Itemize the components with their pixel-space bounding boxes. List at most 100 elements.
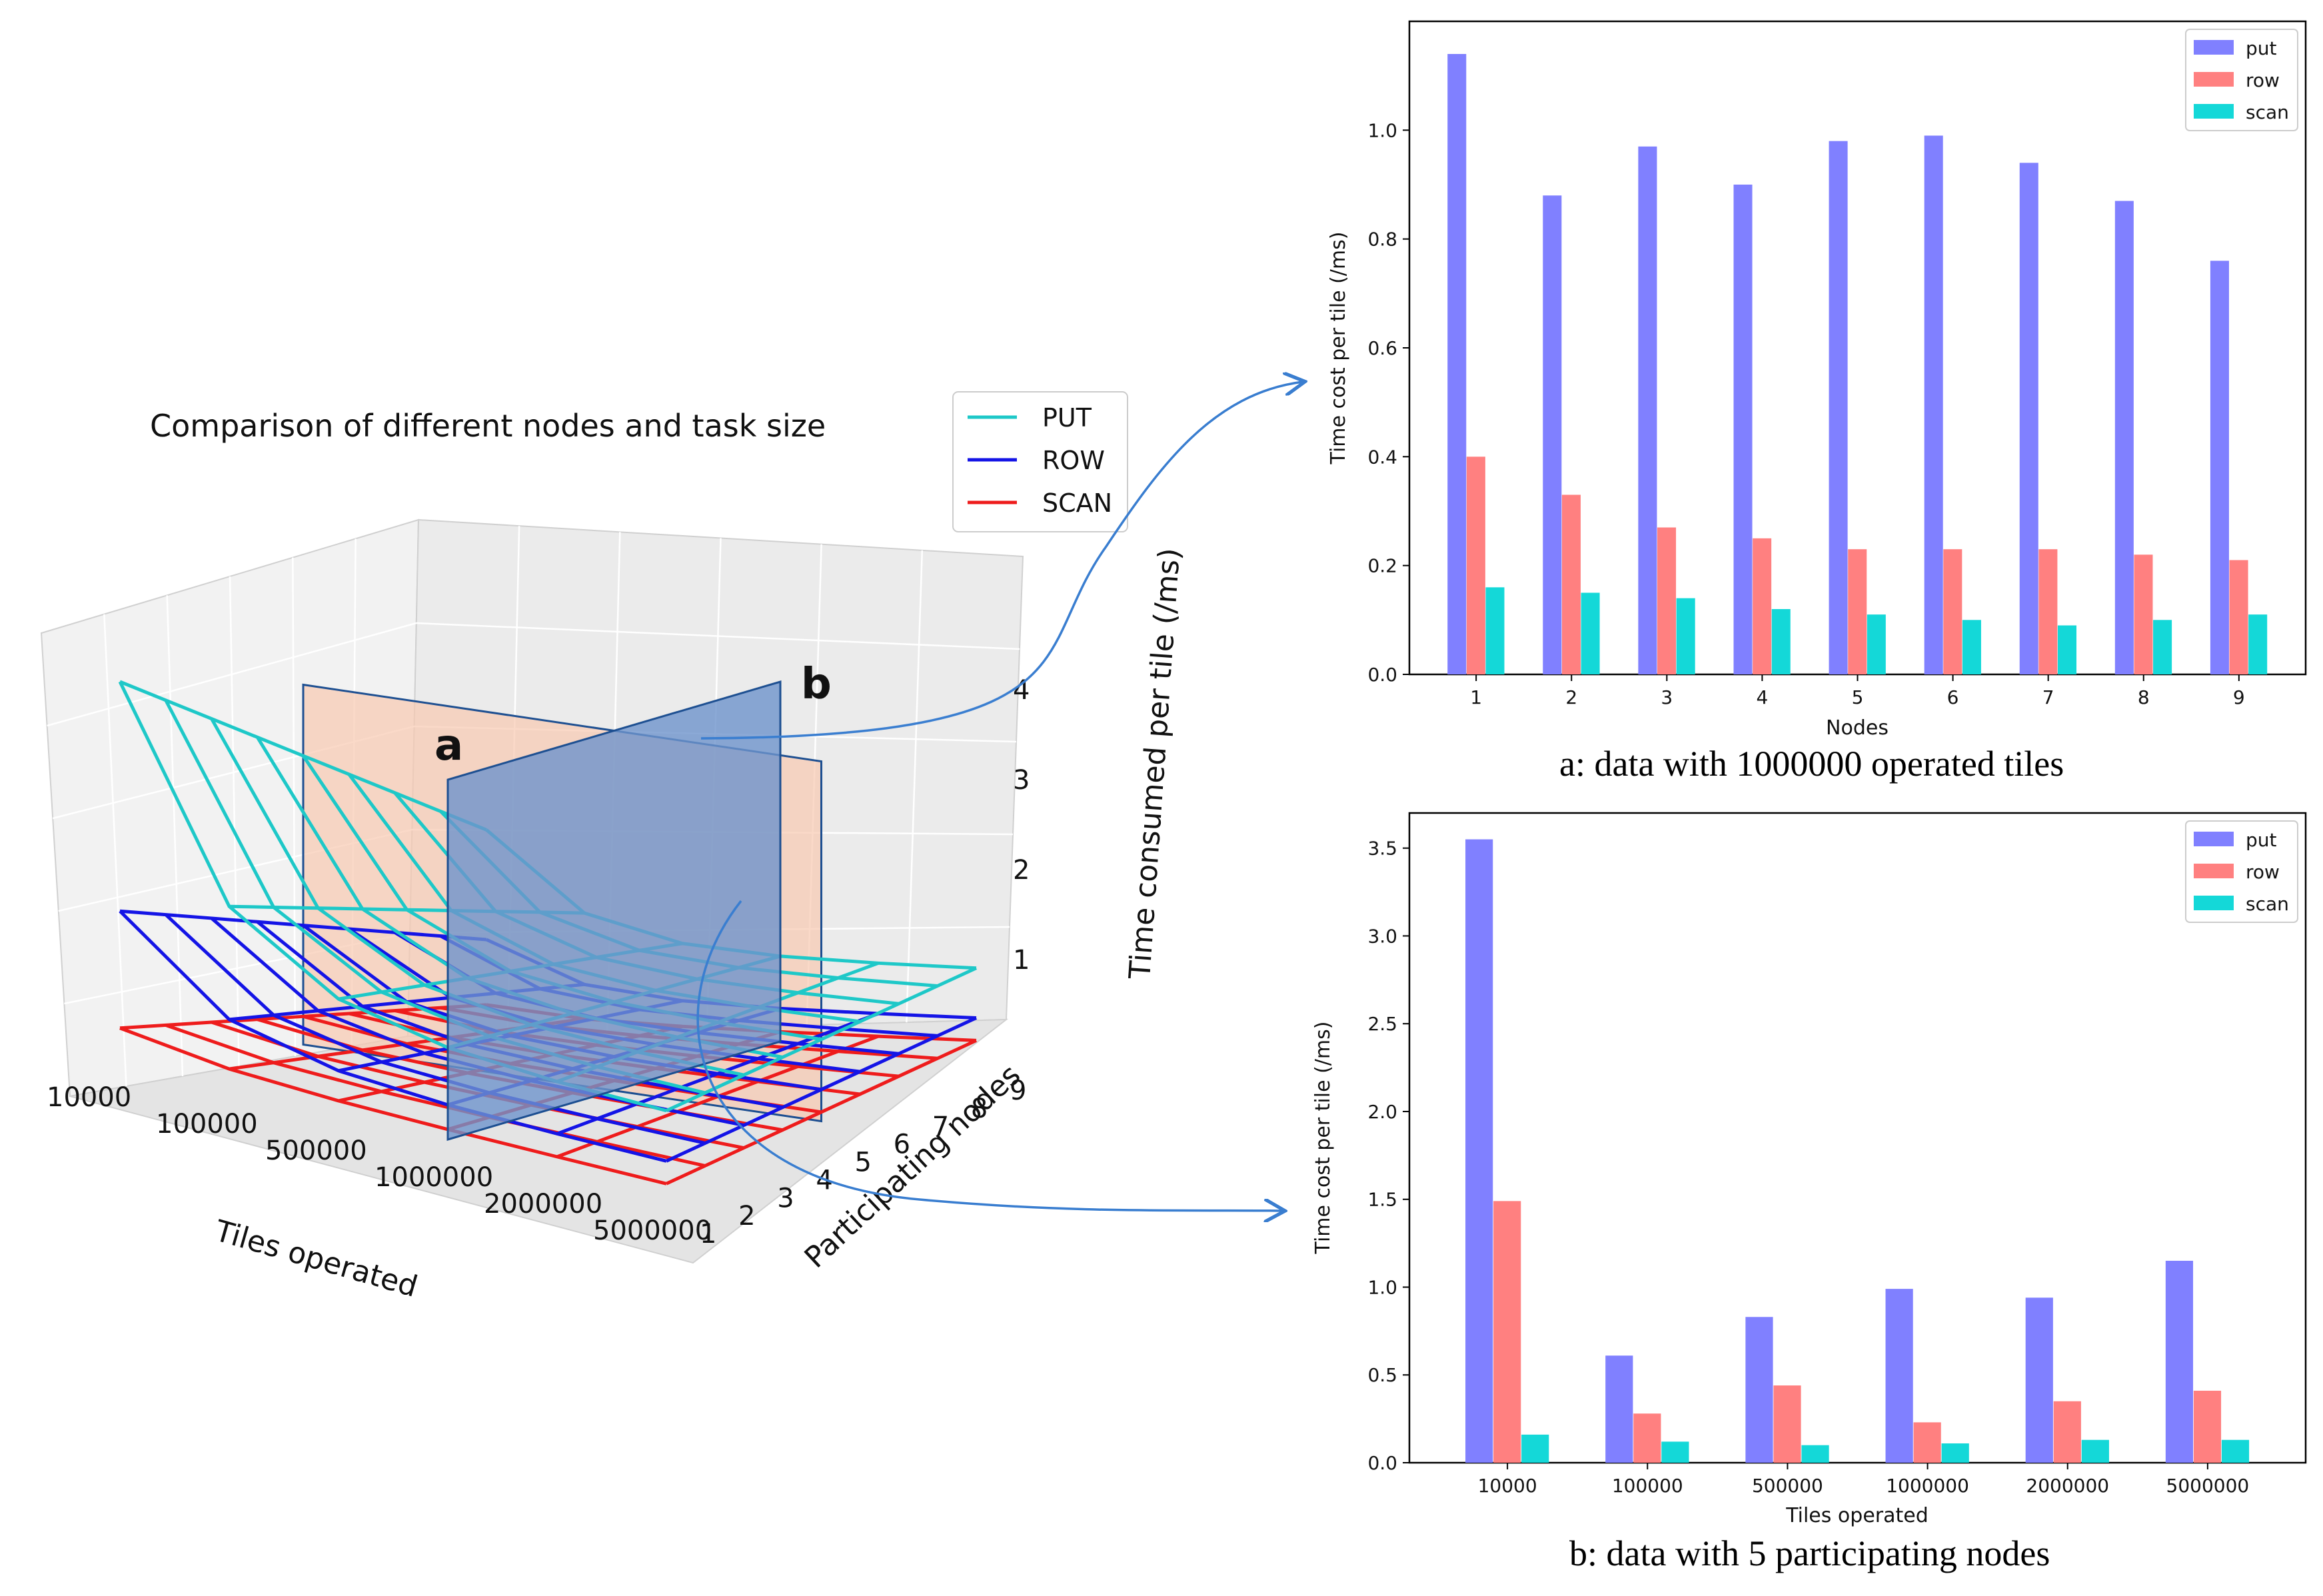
chart3d-legend: PUT ROW SCAN xyxy=(952,391,1128,532)
bar-row-10000 xyxy=(1493,1201,1521,1463)
tick-labels-a: 1 2 3 4 5 6 7 8 9 0.0 0.2 0.4 0.6 0.8 1.0 xyxy=(1367,119,2244,708)
grid-line xyxy=(229,576,240,1067)
x-tick-label: 500000 xyxy=(265,1136,367,1166)
legend-item-put: PUT xyxy=(968,403,1092,432)
x-tick-label: 1000000 xyxy=(375,1162,493,1193)
bar-scan-4 xyxy=(1771,609,1791,674)
plane-label-a: a xyxy=(434,721,463,770)
bar-scan-1000000 xyxy=(1941,1443,1969,1463)
x-tick-label: 2000000 xyxy=(484,1189,602,1219)
y-tick-label: 9 xyxy=(1010,1076,1026,1106)
legend-swatch-put xyxy=(2194,40,2234,55)
bar-scan-100000 xyxy=(1661,1441,1689,1463)
y-tick-label: 6 xyxy=(894,1130,910,1160)
x-tick-label: 7 xyxy=(2042,686,2054,708)
bar-row-5000000 xyxy=(2193,1390,2222,1463)
tick-labels-b: 10000 100000 500000 1000000 2000000 5000000 0.… xyxy=(1367,838,2249,1497)
bar-row-9 xyxy=(2229,560,2248,674)
grid-line xyxy=(103,614,127,1087)
bar-scan-10000 xyxy=(1521,1434,1549,1463)
legend-label-scan: SCAN xyxy=(1042,488,1112,518)
legend-label-scan: scan xyxy=(2246,893,2289,915)
wire-scan-yline xyxy=(165,1024,706,1168)
bar-put-9 xyxy=(2210,261,2229,674)
bar-put-1 xyxy=(1447,54,1467,674)
x-tick-label: 100000 xyxy=(156,1109,258,1140)
bar-scan-2000000 xyxy=(2081,1439,2109,1463)
y-tick-label: 0.6 xyxy=(1367,337,1397,359)
arrow-to-chart-b xyxy=(696,900,1283,1211)
x-tick-label: 2000000 xyxy=(2026,1475,2109,1497)
x-tick-label: 500000 xyxy=(1752,1475,1823,1497)
bar-scan-9 xyxy=(2248,614,2268,674)
x-tick-label: 9 xyxy=(2233,686,2245,708)
bar-put-2 xyxy=(1543,195,1562,674)
bar-chart-b: 10000 100000 500000 1000000 2000000 5000000 0.… xyxy=(1311,812,2307,1527)
bar-row-5 xyxy=(1848,549,1867,674)
y-tick-label: 2.0 xyxy=(1367,1101,1397,1123)
bar-row-3 xyxy=(1657,527,1677,674)
legend-label-scan: scan xyxy=(2246,101,2289,123)
bar-put-4 xyxy=(1733,185,1753,674)
legend-label-put: put xyxy=(2246,37,2277,59)
bar-row-1000000 xyxy=(1913,1422,1941,1463)
x-tick-label: 5 xyxy=(1852,686,1864,708)
bar-put-3 xyxy=(1638,146,1657,675)
bar-put-100000 xyxy=(1605,1355,1633,1463)
legend-swatch-row xyxy=(2194,72,2234,87)
bar-row-100000 xyxy=(1633,1413,1661,1463)
y-tick-label: 0.0 xyxy=(1367,1452,1397,1474)
bar-put-6 xyxy=(1924,135,1943,674)
bar-put-7 xyxy=(2019,163,2038,675)
bar-marks-b xyxy=(1465,839,2250,1463)
y-tick-label: 3.5 xyxy=(1367,838,1397,860)
y-tick-label: 1.0 xyxy=(1367,119,1397,141)
bar-scan-5 xyxy=(1867,614,1886,674)
x-tick-label: 10000 xyxy=(47,1082,131,1113)
x-axis-label-a: Nodes xyxy=(1826,716,1889,740)
legend-label-put: PUT xyxy=(1042,403,1092,432)
y-tick-label: 8 xyxy=(971,1094,988,1124)
bar-put-8 xyxy=(2114,201,2134,674)
bar-row-4 xyxy=(1753,538,1772,674)
bar-scan-3 xyxy=(1676,598,1695,674)
legend-item-row: ROW xyxy=(968,446,1105,475)
legend-swatch-scan xyxy=(2194,104,2234,119)
y-axis-label-a: Time cost per tile (/ms) xyxy=(1327,232,1350,465)
legend-swatch-put xyxy=(2194,832,2234,846)
legend-swatch-row xyxy=(2194,864,2234,878)
bar-scan-2 xyxy=(1581,592,1600,674)
y-tick-label: 0.4 xyxy=(1367,446,1397,468)
y-tick-label: 2 xyxy=(738,1201,755,1231)
bar-row-2000000 xyxy=(2053,1401,2081,1463)
legend-label-put: put xyxy=(2246,829,2277,851)
chart3d-title: Comparison of different nodes and task s… xyxy=(150,408,826,444)
caption-a: a: data with 1000000 operated tiles xyxy=(1559,744,2064,784)
x-tick-label: 2 xyxy=(1565,686,1577,708)
x-tick-label: 8 xyxy=(2138,686,2150,708)
arrow-to-chart-a xyxy=(700,382,1303,740)
bar-marks-a xyxy=(1447,54,2268,675)
wire-row-yline xyxy=(165,913,706,1145)
legend-label-row: ROW xyxy=(1042,446,1105,475)
grid-line xyxy=(416,622,1020,650)
wire-scan-yline xyxy=(119,1026,667,1186)
bar-row-8 xyxy=(2134,554,2153,674)
bar-put-10000 xyxy=(1465,839,1493,1463)
x-tick-label: 4 xyxy=(1757,686,1769,708)
y-tick-label: 1.0 xyxy=(1367,1276,1397,1298)
bar-put-5000000 xyxy=(2165,1260,2194,1463)
bar-scan-500000 xyxy=(1801,1445,1829,1463)
bar-scan-1 xyxy=(1485,587,1505,674)
wire-row-yline xyxy=(119,910,667,1163)
y-tick-label: 0.0 xyxy=(1367,664,1397,686)
z-axis-label: Time consumed per tile (/ms) xyxy=(1123,547,1187,981)
bar-scan-6 xyxy=(1962,620,1981,674)
z-tick-label: 2 xyxy=(1013,855,1030,886)
z-tick-label: 3 xyxy=(1013,765,1030,796)
y-tick-label: 0.5 xyxy=(1367,1364,1397,1386)
bar-put-5 xyxy=(1829,141,1848,674)
x-tick-label: 6 xyxy=(1947,686,1959,708)
bar-put-500000 xyxy=(1745,1317,1773,1463)
grid-line xyxy=(292,557,297,1057)
